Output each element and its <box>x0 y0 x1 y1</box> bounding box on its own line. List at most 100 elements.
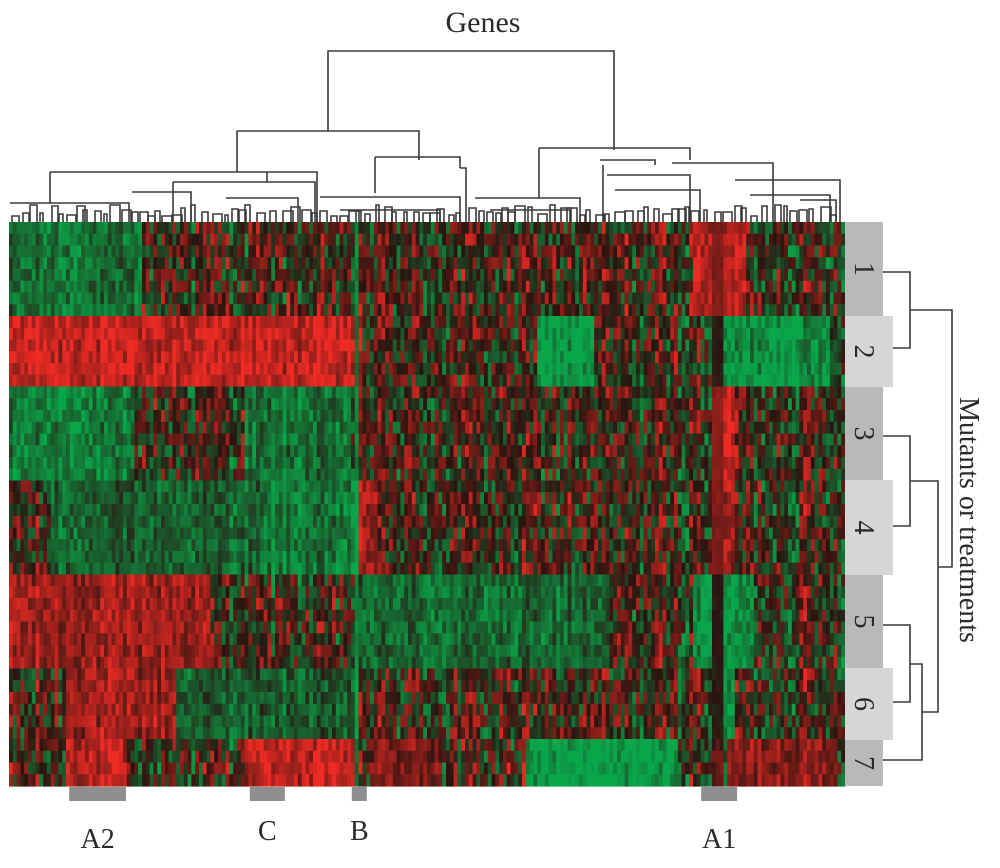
heatmap-cell <box>351 339 356 352</box>
heatmap-cell <box>400 222 405 235</box>
heatmap-cell <box>31 292 37 305</box>
heatmap-cell <box>624 374 629 388</box>
heatmap-cell <box>658 316 664 329</box>
heatmap-cell <box>567 269 572 282</box>
heatmap-cell <box>66 316 71 329</box>
heatmap-cell <box>480 233 485 247</box>
heatmap-cell <box>354 363 360 376</box>
heatmap-cell <box>556 386 561 399</box>
heatmap-cell <box>689 233 694 247</box>
heatmap-cell <box>157 445 162 458</box>
heatmap-cell <box>765 398 770 411</box>
heatmap-cell <box>826 280 831 294</box>
heatmap-cell <box>427 374 432 388</box>
heatmap-cell <box>643 468 648 482</box>
heatmap-cell <box>244 233 249 247</box>
heatmap-cell <box>700 410 705 423</box>
heatmap-cell <box>373 468 379 482</box>
heatmap-cell <box>674 304 679 317</box>
heatmap-cell <box>480 245 485 258</box>
heatmap-cell <box>157 363 162 376</box>
heatmap-cell <box>579 292 584 305</box>
heatmap-cell <box>191 269 196 282</box>
heatmap-cell <box>324 398 329 411</box>
heatmap-cell <box>252 292 257 305</box>
heatmap-cell <box>328 398 333 411</box>
heatmap-cell <box>503 222 508 235</box>
heatmap-cell <box>199 351 204 364</box>
heatmap-cell <box>47 421 52 435</box>
heatmap-cell <box>506 327 512 341</box>
heatmap-cell <box>715 421 721 435</box>
heatmap-cell <box>704 222 709 235</box>
heatmap-cell <box>377 363 382 376</box>
heatmap-cell <box>153 304 158 317</box>
heatmap-cell <box>487 374 493 388</box>
heatmap-cell <box>719 386 724 399</box>
heatmap-cell <box>351 327 356 341</box>
heatmap-cell <box>96 339 101 352</box>
gene-dendrogram-link <box>735 179 841 222</box>
heatmap-cell <box>765 468 770 482</box>
heatmap-cell <box>503 421 508 435</box>
heatmap-cell <box>100 327 105 341</box>
heatmap-cell <box>495 421 500 435</box>
heatmap-cell <box>427 386 432 399</box>
heatmap-cell <box>419 292 424 305</box>
heatmap-cell <box>579 374 584 388</box>
heatmap-cell <box>229 222 234 235</box>
heatmap-cell <box>134 480 139 493</box>
heatmap-cell <box>651 327 656 341</box>
heatmap-cell <box>446 433 451 446</box>
heatmap-cell <box>567 339 572 352</box>
heatmap-cell <box>495 327 500 341</box>
heatmap-cell <box>506 222 512 235</box>
heatmap-cell <box>54 398 59 411</box>
heatmap-cell <box>788 386 793 399</box>
heatmap-cell <box>404 433 409 446</box>
heatmap-cell <box>582 316 588 329</box>
heatmap-cell <box>677 398 683 411</box>
heatmap-cell <box>316 233 322 247</box>
heatmap-cell <box>286 280 291 294</box>
heatmap-cell <box>54 222 59 235</box>
heatmap-cell <box>449 339 455 352</box>
heatmap-cell <box>77 386 82 399</box>
heatmap-cell <box>780 245 785 258</box>
heatmap-cell <box>434 386 439 399</box>
heatmap-cell <box>77 468 82 482</box>
heatmap-cell <box>487 363 493 376</box>
heatmap-cell <box>666 245 671 258</box>
heatmap-cell <box>457 457 462 470</box>
heatmap-cell <box>50 410 56 423</box>
heatmap-cell <box>180 257 185 270</box>
heatmap-cell <box>320 327 325 341</box>
gene-dendrogram-link <box>615 189 701 222</box>
heatmap-cell <box>461 433 466 446</box>
heatmap-cell <box>423 398 428 411</box>
heatmap-cell <box>218 233 223 247</box>
heatmap-cell <box>123 269 128 282</box>
heatmap-cell <box>183 457 189 470</box>
heatmap-cell <box>609 363 614 376</box>
heatmap-cell <box>643 445 648 458</box>
heatmap-cell <box>624 363 629 376</box>
gene-dendrogram-link <box>327 50 615 150</box>
heatmap-cell <box>218 351 223 364</box>
heatmap-cell <box>126 468 132 482</box>
heatmap-cell <box>111 421 116 435</box>
heatmap-cell <box>753 421 759 435</box>
heatmap-cell <box>305 327 310 341</box>
heatmap-cell <box>712 304 717 317</box>
heatmap-cell <box>248 433 253 446</box>
heatmap-cell <box>750 327 755 341</box>
gene-dendrogram-link <box>375 204 380 222</box>
heatmap-cell <box>639 363 645 376</box>
heatmap-cell <box>411 363 417 376</box>
heatmap-cell <box>677 386 683 399</box>
heatmap-cell <box>643 351 648 364</box>
heatmap-cell <box>419 374 424 388</box>
heatmap-cell <box>601 410 607 423</box>
heatmap-cell <box>161 398 166 411</box>
heatmap-cell <box>814 292 819 305</box>
